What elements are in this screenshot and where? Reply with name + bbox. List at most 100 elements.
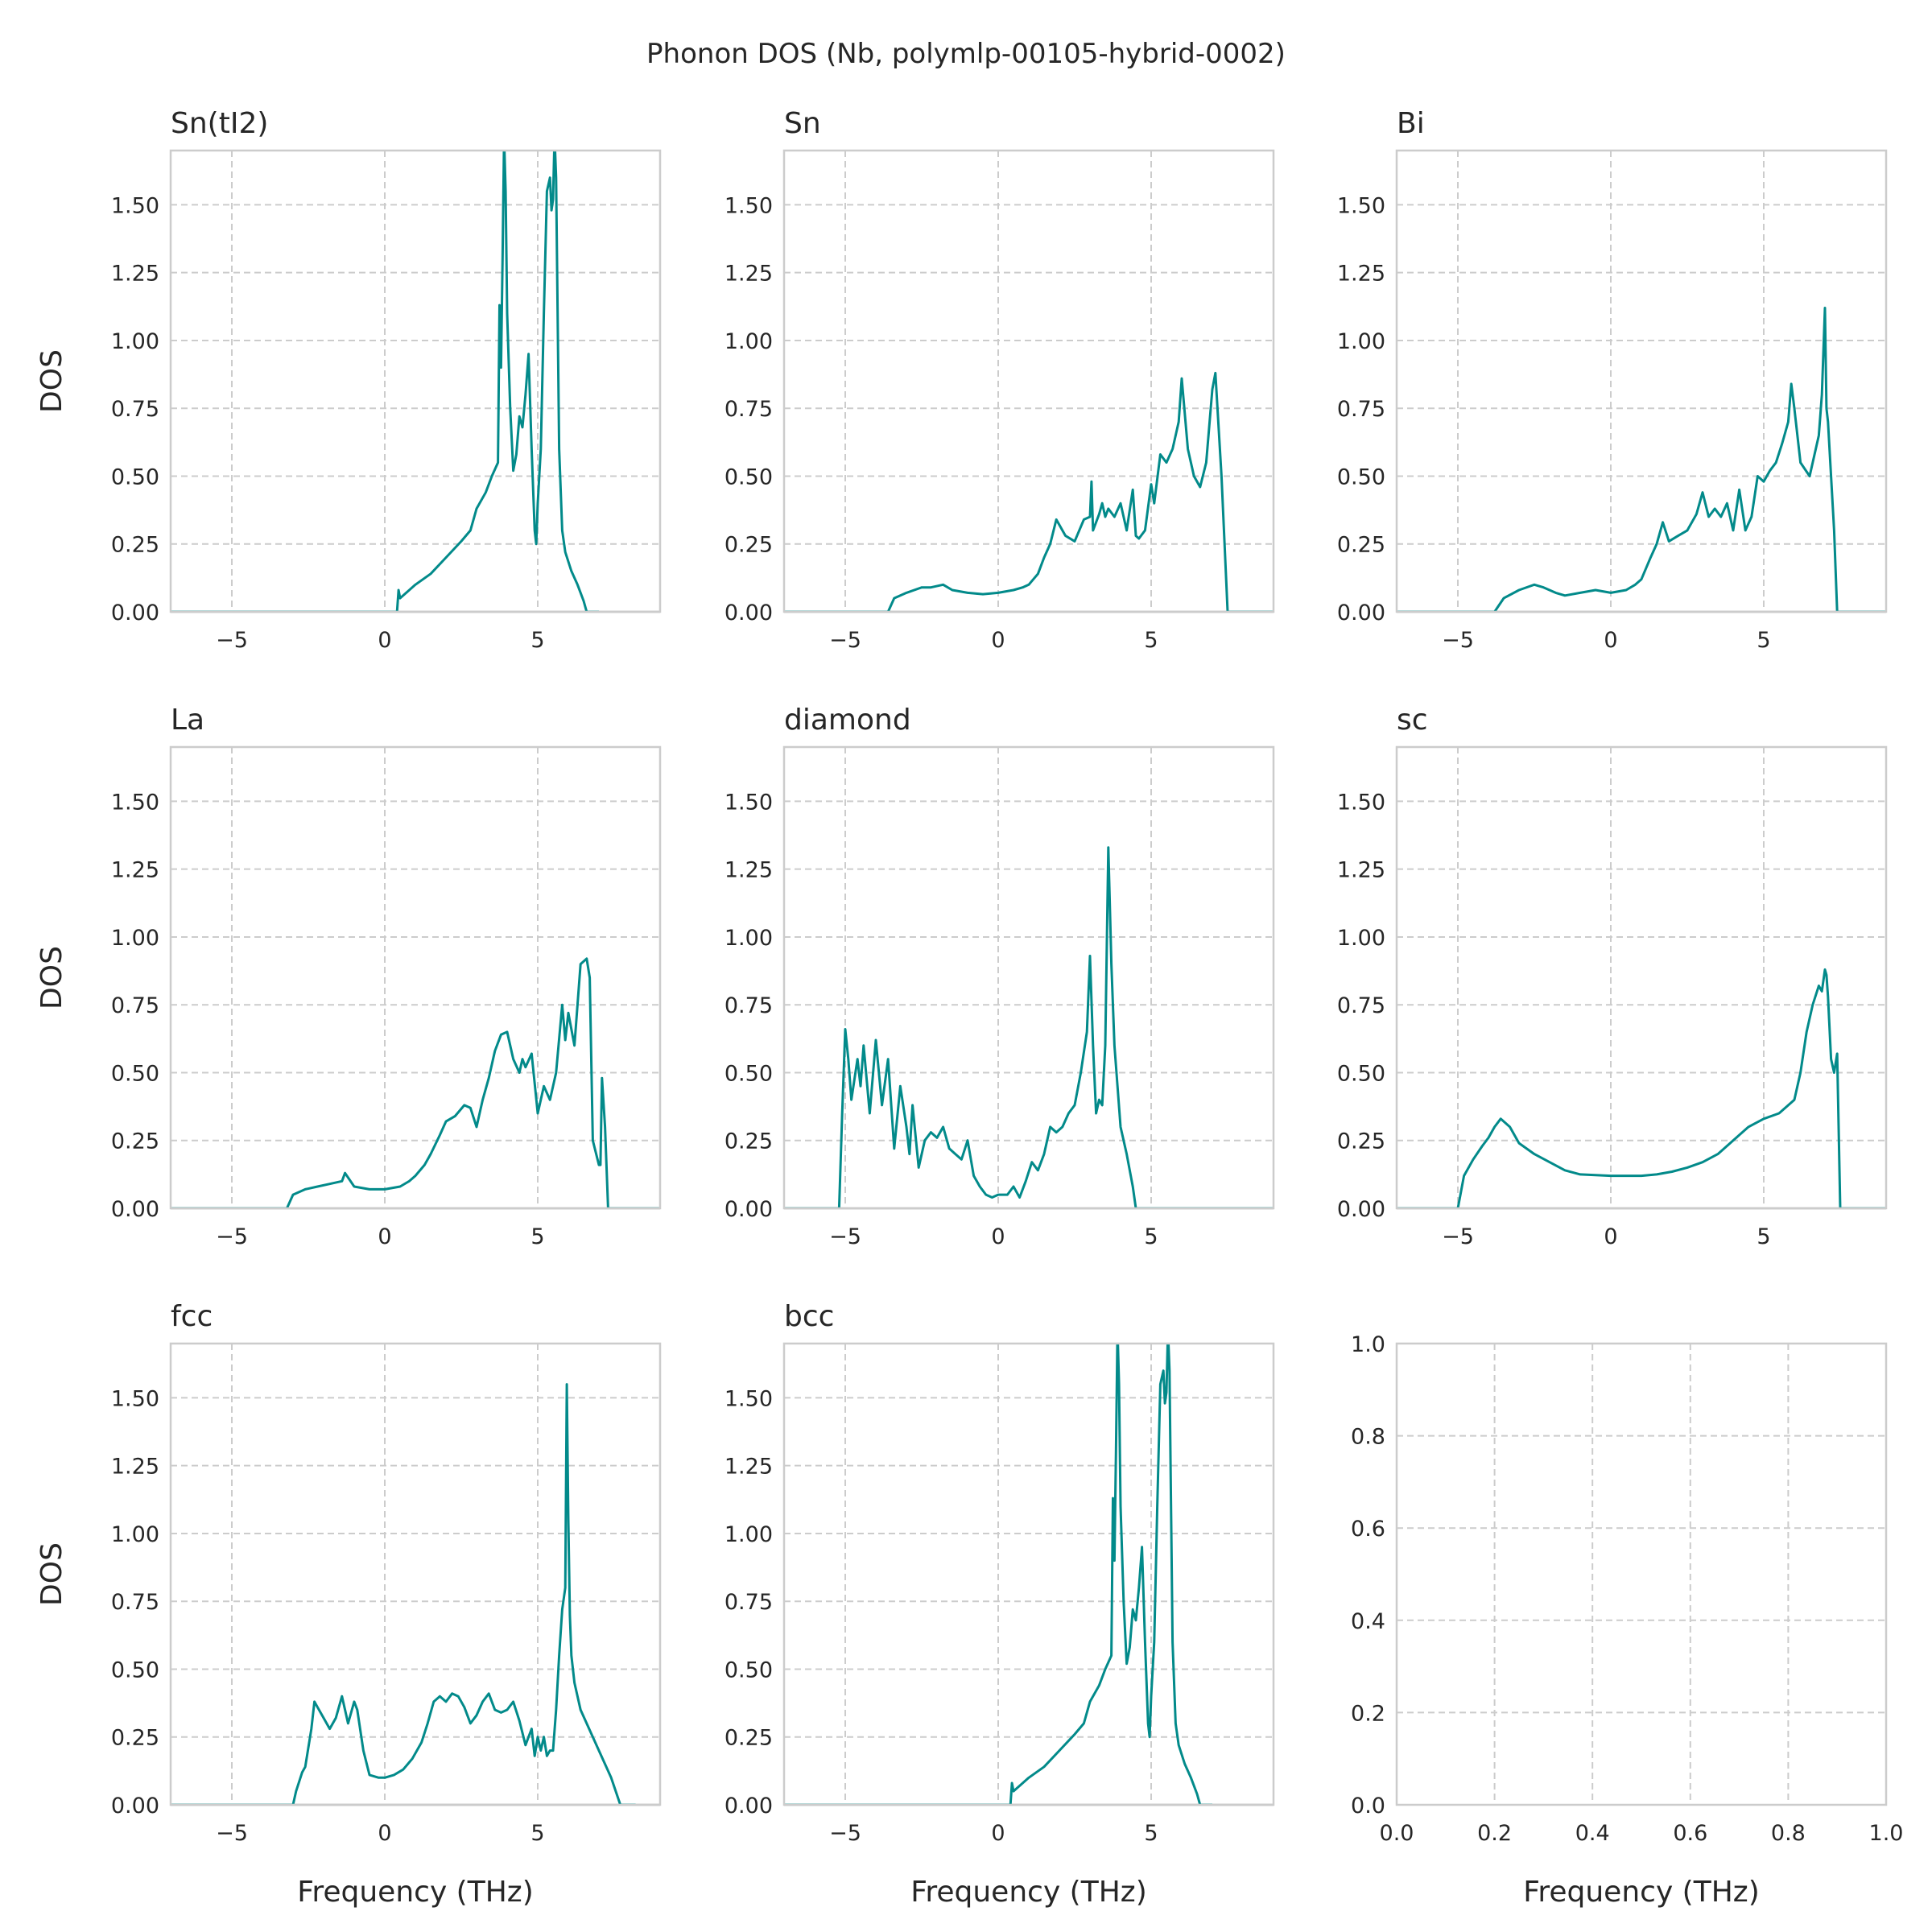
- dos-line: [784, 846, 1274, 1208]
- panel-title: bcc: [784, 1300, 834, 1333]
- y-tick-label: 1.25: [724, 1455, 773, 1480]
- x-tick-label: 0: [378, 628, 391, 653]
- x-tick-label: 5: [1144, 1224, 1158, 1249]
- y-tick-label: 0.00: [111, 1794, 159, 1818]
- y-tick-label: 1.25: [1337, 262, 1385, 287]
- x-tick-label: 0.2: [1477, 1821, 1512, 1846]
- x-tick-label: 0.8: [1771, 1821, 1806, 1846]
- y-tick-label: 0.75: [1337, 397, 1385, 422]
- panel-title: La: [171, 704, 204, 737]
- x-tick-label: 0: [1604, 1224, 1617, 1249]
- y-axis-label: DOS: [35, 946, 68, 1009]
- y-tick-label: 1.50: [111, 790, 159, 815]
- y-tick-label: 0.75: [111, 397, 159, 422]
- y-tick-label: 0.25: [724, 1726, 773, 1751]
- y-tick-label: 1.00: [1337, 926, 1385, 951]
- panel-frame: [1395, 149, 1888, 613]
- y-tick-label: 0.75: [724, 993, 773, 1018]
- x-tick-label: 5: [1757, 628, 1770, 653]
- y-tick-label: 0.00: [724, 1197, 773, 1222]
- x-tick-label: 0: [1604, 628, 1617, 653]
- y-tick-label: 0.25: [1337, 1129, 1385, 1154]
- panel-title: Sn: [784, 107, 821, 140]
- dos-line: [784, 1344, 1212, 1805]
- panel-3: −5 0 5 0.00 0.25 0.50 0.75 1.00 1.25 1.50 La DOS: [35, 704, 662, 1249]
- y-tick-label: 0.75: [1337, 993, 1385, 1018]
- panel-7: −5 0 5 0.00 0.25 0.50 0.75 1.00 1.25 1.50 bcc Frequ…: [724, 1300, 1275, 1909]
- y-tick-label: 1.50: [111, 1386, 159, 1411]
- y-tick-label: 1.25: [111, 1455, 159, 1480]
- y-tick-label: 0.00: [724, 601, 773, 625]
- y-tick-label: 0.50: [724, 464, 773, 489]
- y-tick-label: 0.75: [111, 993, 159, 1018]
- panel-title: sc: [1397, 704, 1428, 737]
- dos-line: [171, 1383, 636, 1805]
- panel-4: −5 0 5 0.00 0.25 0.50 0.75 1.00 1.25 1.50 diamond: [724, 704, 1275, 1249]
- x-tick-label: 5: [530, 1224, 544, 1249]
- y-tick-label: 1.00: [724, 1522, 773, 1547]
- x-tick-label: −5: [216, 628, 248, 653]
- y-tick-label: 0.00: [1337, 601, 1385, 625]
- y-tick-label: 0.00: [111, 1197, 159, 1222]
- y-tick-label: 0.50: [724, 1061, 773, 1086]
- panel-8: 0.0 0.2 0.4 0.6 0.8 1.0 0.0 0.2 0.4 0.6 0.8 1.0 Freq…: [1351, 1332, 1903, 1909]
- x-tick-label: 0.4: [1575, 1821, 1610, 1846]
- dos-line: [1397, 307, 1886, 612]
- y-tick-label: 0.25: [724, 533, 773, 558]
- x-axis-label: Frequency (THz): [910, 1876, 1146, 1909]
- x-axis-label: Frequency (THz): [297, 1876, 533, 1909]
- x-tick-label: 0: [991, 1224, 1005, 1249]
- panel-frame: [1395, 1342, 1888, 1806]
- y-tick-label: 0.25: [111, 533, 159, 558]
- panel-grid: −5 0 50.000.250.500.751.001.251.50Sn(tI2)D…: [35, 107, 1903, 1909]
- panel-title: diamond: [784, 704, 911, 737]
- y-tick-label: 1.25: [111, 262, 159, 287]
- y-tick-label: 0.8: [1351, 1425, 1385, 1450]
- x-tick-label: 0: [991, 628, 1005, 653]
- x-tick-label: −5: [216, 1224, 248, 1249]
- panel-title: fcc: [171, 1300, 213, 1333]
- x-tick-label: −5: [1442, 628, 1474, 653]
- x-tick-label: 5: [1144, 1821, 1158, 1846]
- y-tick-label: 0.50: [111, 464, 159, 489]
- y-tick-label: 0.00: [1337, 1197, 1385, 1222]
- y-tick-label: 0.25: [111, 1726, 159, 1751]
- y-tick-label: 0.50: [1337, 1061, 1385, 1086]
- panel-frame: [782, 745, 1275, 1210]
- y-tick-label: 1.50: [1337, 193, 1385, 218]
- panel-title: Sn(tI2): [171, 107, 268, 140]
- y-tick-label: 1.25: [724, 262, 773, 287]
- y-tick-label: 1.50: [724, 1386, 773, 1411]
- y-tick-label: 0.0: [1351, 1794, 1385, 1818]
- panel-6: −5 0 5 0.00 0.25 0.50 0.75 1.00 1.25 1.50 fcc DOS Fr…: [35, 1300, 662, 1909]
- y-tick-label: 0.25: [1337, 533, 1385, 558]
- y-tick-label: 0.75: [724, 397, 773, 422]
- y-tick-label: 0.50: [1337, 464, 1385, 489]
- panel-title: Bi: [1397, 107, 1425, 140]
- x-tick-label: −5: [1442, 1224, 1474, 1249]
- y-tick-label: 1.50: [724, 193, 773, 218]
- x-tick-label: 5: [530, 1821, 544, 1846]
- y-tick-label: 0.6: [1351, 1517, 1385, 1542]
- y-tick-label: 1.50: [1337, 790, 1385, 815]
- y-tick-label: 1.00: [724, 926, 773, 951]
- x-tick-label: −5: [829, 628, 861, 653]
- panel-0: −5 0 5 0.00 0.25 0.50 0.75 1.00 1.25 1.50 Sn(tI2) D…: [35, 107, 662, 653]
- y-tick-label: 1.25: [111, 858, 159, 883]
- x-tick-label: −5: [829, 1821, 861, 1846]
- dos-line: [171, 957, 660, 1208]
- y-tick-label: 1.25: [1337, 858, 1385, 883]
- y-tick-label: 1.25: [724, 858, 773, 883]
- y-tick-label: 0.25: [111, 1129, 159, 1154]
- panel-frame: [169, 745, 662, 1210]
- x-axis-label: Frequency (THz): [1523, 1876, 1759, 1909]
- x-tick-label: −5: [216, 1821, 248, 1846]
- y-tick-label: 0.00: [724, 1794, 773, 1818]
- y-tick-label: 0.2: [1351, 1701, 1385, 1726]
- y-tick-label: 0.50: [111, 1657, 159, 1682]
- x-tick-label: 5: [1144, 628, 1158, 653]
- y-tick-label: 1.00: [1337, 329, 1385, 354]
- y-axis-label: DOS: [35, 1542, 68, 1606]
- y-axis-label: DOS: [35, 349, 68, 413]
